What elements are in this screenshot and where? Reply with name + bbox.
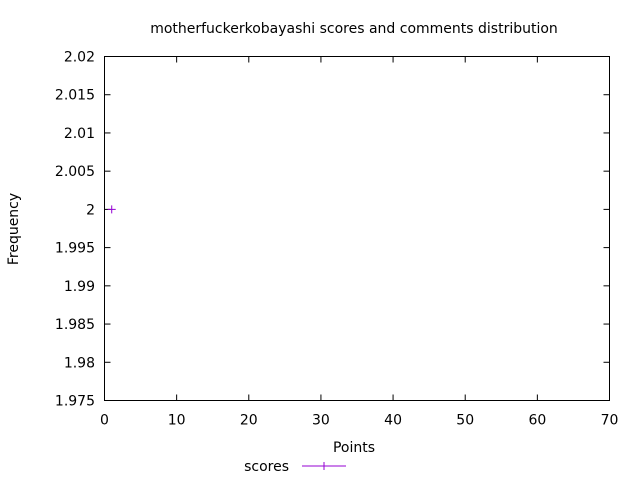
x-axis-ticks: 0 10 20 30 40 50 60 70	[100, 56, 619, 429]
x-tick-label: 10	[168, 413, 186, 429]
x-tick-label: 70	[601, 413, 619, 429]
x-tick-label: 30	[312, 413, 330, 429]
y-tick-label: 2.01	[64, 126, 95, 142]
series-layer	[107, 205, 116, 214]
y-axis-label: Frequency	[6, 193, 22, 265]
plot-frame	[104, 56, 610, 401]
y-tick-label: 1.99	[64, 279, 95, 295]
x-tick-label: 0	[100, 413, 109, 429]
y-tick-label: 2.005	[55, 164, 95, 180]
y-tick-label: 1.995	[55, 241, 95, 257]
x-axis-label: Points	[333, 440, 375, 456]
y-tick-label: 1.98	[64, 355, 95, 371]
y-tick-label: 1.985	[55, 317, 95, 333]
legend: scores	[244, 459, 346, 475]
y-tick-label: 1.975	[55, 394, 95, 410]
y-tick-label: 2.02	[64, 50, 95, 66]
x-tick-label: 50	[456, 413, 474, 429]
x-tick-label: 60	[528, 413, 546, 429]
x-tick-label: 40	[384, 413, 402, 429]
x-tick-label: 20	[240, 413, 258, 429]
y-tick-label: 2	[86, 202, 95, 218]
y-tick-label: 2.015	[55, 88, 95, 104]
data-point	[107, 205, 116, 214]
series-scores	[107, 205, 116, 214]
legend-label: scores	[244, 459, 289, 475]
chart-title: motherfuckerkobayashi scores and comment…	[150, 21, 558, 37]
y-axis-ticks: 1.975 1.98 1.985 1.99 1.995 2 2.005 2.01 2.015 2.…	[55, 50, 610, 410]
